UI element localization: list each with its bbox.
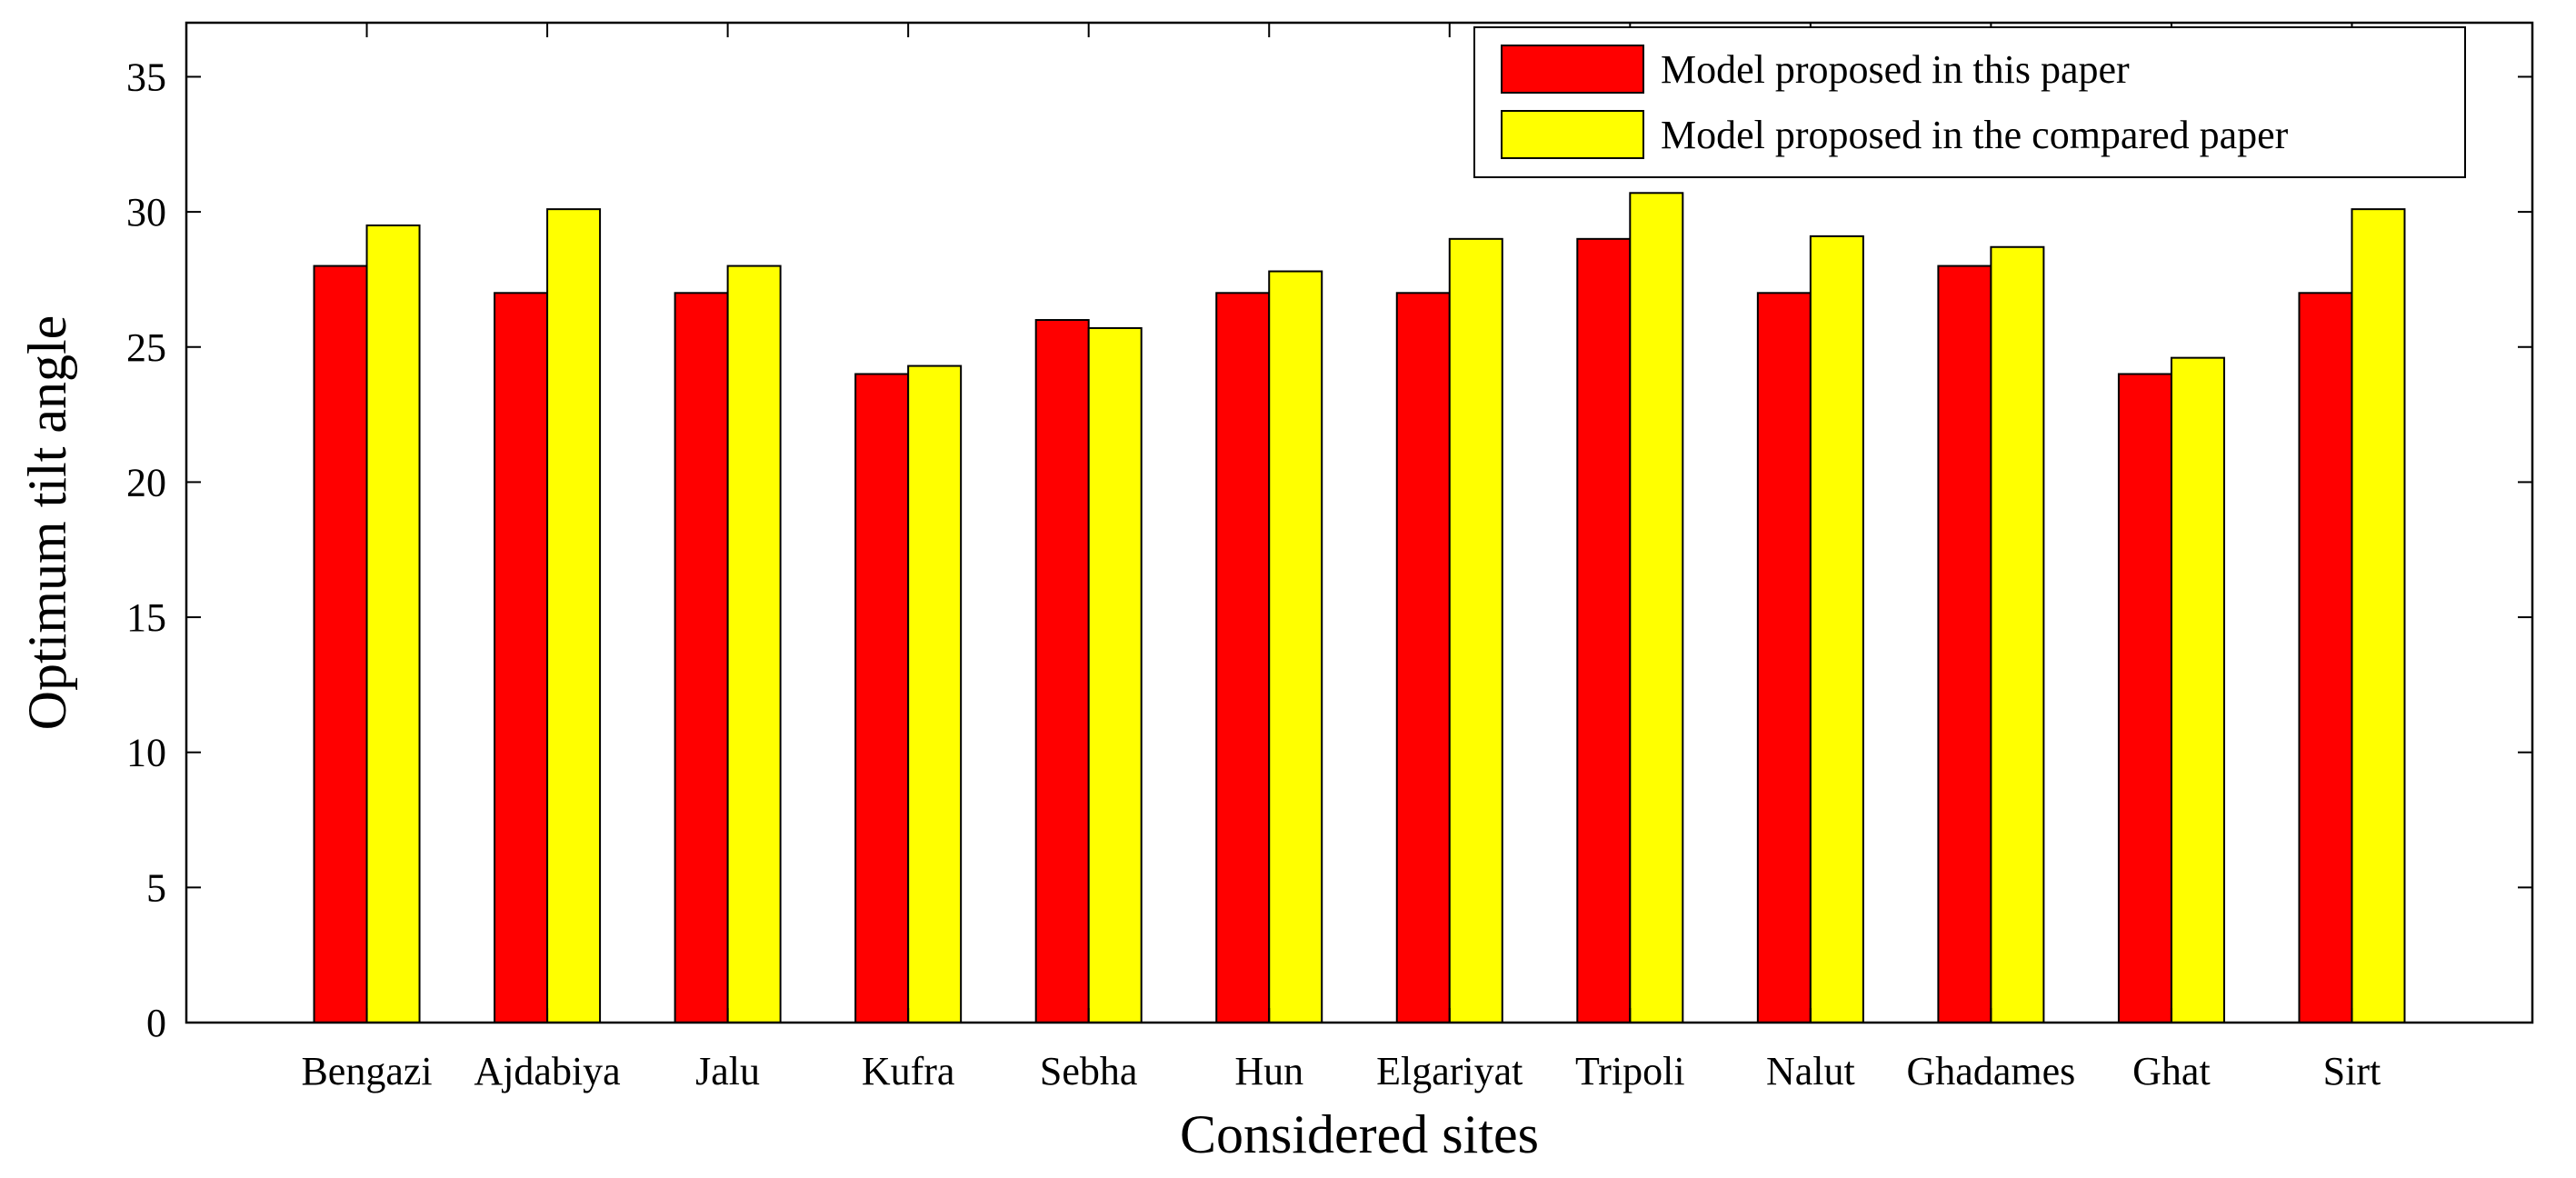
legend-label-this-paper: Model proposed in this paper [1661,47,2130,92]
y-tick-label: 25 [126,325,166,370]
bar-compared-paper-sirt [2351,208,2406,1023]
bar-compared-paper-sebha [1087,326,1143,1024]
bar-compared-paper-elgariyat [1448,237,1503,1023]
y-tick-label: 35 [126,55,166,99]
y-tick-label: 0 [146,1001,166,1045]
bar-compared-paper-tripoli [1629,192,1684,1023]
bar-compared-paper-ghat [2170,356,2225,1024]
bar-this-paper-sebha [1034,319,1090,1023]
y-tick-label: 5 [146,865,166,910]
y-tick-label: 20 [126,460,166,504]
legend-swatch-this-paper [1501,45,1644,94]
bar-this-paper-elgariyat [1395,292,1451,1023]
x-tick-label: Elgariyat [1376,1049,1523,1093]
legend-swatch-compared-paper [1501,110,1644,159]
bar-this-paper-sirt [2298,292,2353,1023]
x-tick-label: Ghadames [1907,1049,2076,1093]
plot-area-frame [185,21,2534,1024]
bar-compared-paper-jalu [726,265,782,1023]
x-tick-label: Tripoli [1575,1049,1685,1093]
bar-this-paper-ajdabiya [494,292,549,1023]
x-axis-title: Considered sites [1180,1104,1539,1164]
bar-this-paper-ghadames [1937,265,1992,1023]
x-tick-label: Jalu [695,1049,760,1093]
y-tick-label: 10 [126,731,166,775]
bar-compared-paper-nalut [1809,235,1864,1023]
x-tick-label: Nalut [1766,1049,1855,1093]
legend-label-compared-paper: Model proposed in the compared paper [1661,113,2289,157]
y-tick-label: 15 [126,595,166,640]
bar-this-paper-ghat [2117,373,2172,1023]
x-tick-label: Sirt [2323,1049,2381,1093]
bar-compared-paper-bengazi [365,224,421,1024]
y-tick-label: 30 [126,190,166,235]
bar-this-paper-nalut [1756,292,1812,1023]
bar-compared-paper-hun [1268,270,1323,1024]
bar-compared-paper-ghadames [1990,245,2045,1023]
x-tick-label: Bengazi [301,1049,432,1093]
bar-this-paper-bengazi [313,265,368,1023]
x-tick-label: Sebha [1040,1049,1138,1093]
bar-compared-paper-ajdabiya [546,208,602,1023]
bar-this-paper-jalu [674,292,729,1023]
x-tick-label: Ghat [2132,1049,2211,1093]
x-tick-label: Ajdabiya [474,1049,620,1093]
x-tick-label: Hun [1234,1049,1303,1093]
bar-this-paper-kufra [854,373,910,1023]
bars-layer [313,192,2406,1024]
bar-this-paper-tripoli [1576,237,1632,1023]
y-axis-title: Optimum tilt angle [17,315,77,731]
x-tick-label: Kufra [862,1049,955,1093]
bar-this-paper-hun [1215,292,1271,1023]
legend: Model proposed in this paper Model propos… [1473,26,2466,178]
axis-layer: 0 5 10 15 20 25 30 35 Bengazi Ajdabiya Jalu Kufra Se… [126,23,2532,1093]
bar-compared-paper-kufra [907,364,963,1023]
